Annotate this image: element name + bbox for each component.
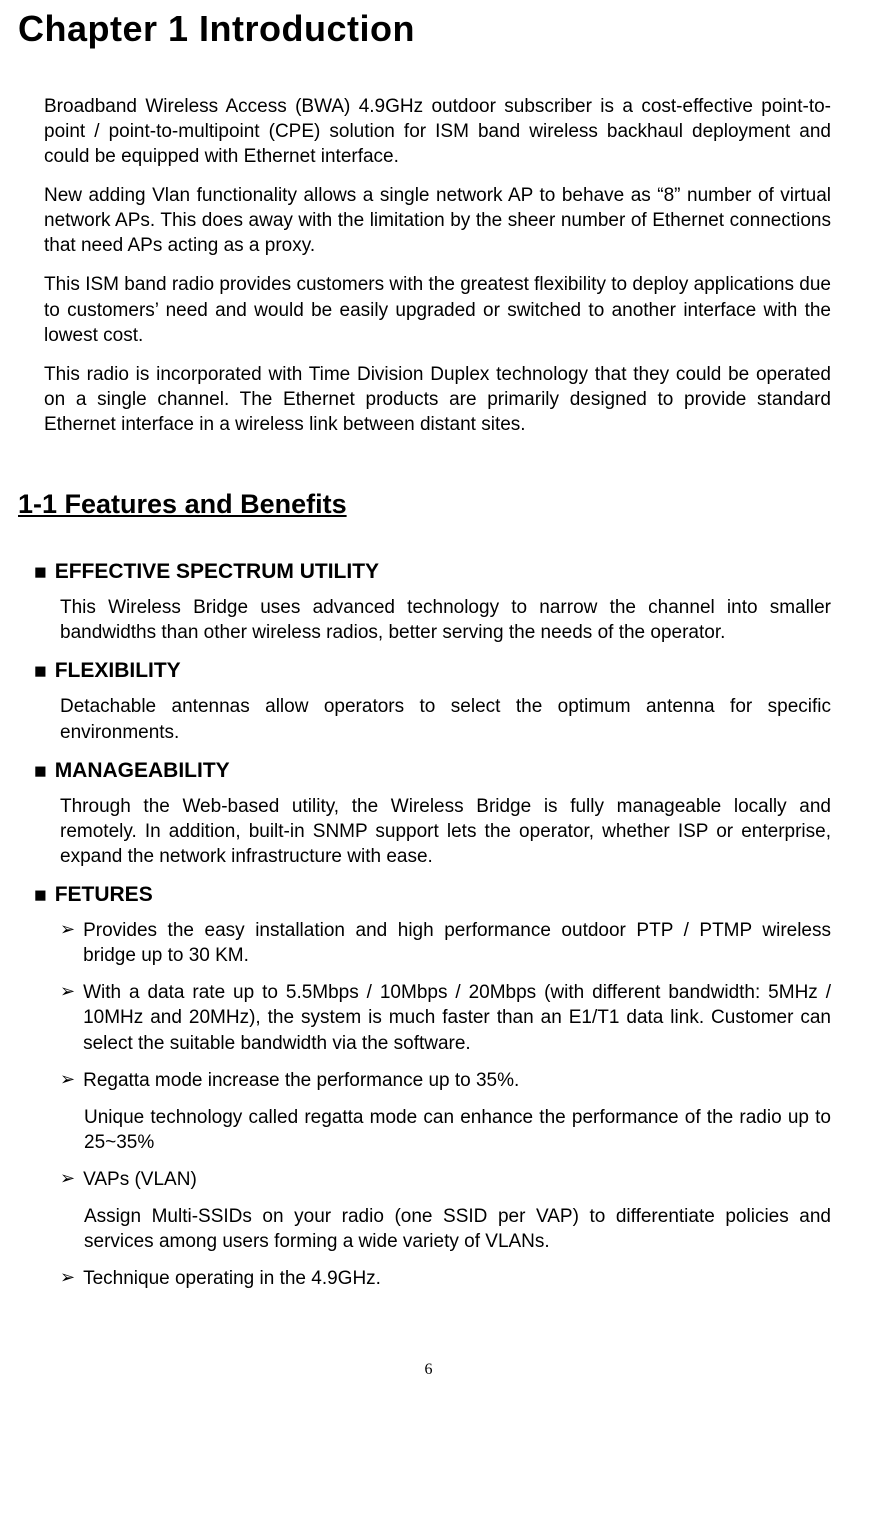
feature-title: EFFECTIVE SPECTRUM UTILITY <box>55 560 379 584</box>
feature-list-item: ➢ Technique operating in the 4.9GHz. <box>60 1266 831 1291</box>
page-number: 6 <box>18 1361 839 1379</box>
feature-heading: ■ MANAGEABILITY <box>34 759 839 784</box>
feature-title: FLEXIBILITY <box>55 659 181 683</box>
feature-list-subtext: Assign Multi-SSIDs on your radio (one SS… <box>84 1204 831 1254</box>
square-bullet-icon: ■ <box>34 759 47 784</box>
feature-list-item: ➢ VAPs (VLAN) <box>60 1167 831 1192</box>
square-bullet-icon: ■ <box>34 883 47 908</box>
section-header: 1-1 Features and Benefits <box>18 489 839 520</box>
square-bullet-icon: ■ <box>34 659 47 684</box>
feature-heading: ■ FLEXIBILITY <box>34 659 839 684</box>
arrow-bullet-icon: ➢ <box>60 980 75 1003</box>
feature-list-item: ➢ Regatta mode increase the performance … <box>60 1068 831 1093</box>
intro-paragraph: Broadband Wireless Access (BWA) 4.9GHz o… <box>44 94 831 169</box>
feature-list-subtext: Unique technology called regatta mode ca… <box>84 1105 831 1155</box>
feature-body: Detachable antennas allow operators to s… <box>60 694 831 744</box>
arrow-bullet-icon: ➢ <box>60 1068 75 1091</box>
chapter-title: Chapter 1 Introduction <box>18 8 839 50</box>
feature-title: MANAGEABILITY <box>55 759 230 783</box>
arrow-bullet-icon: ➢ <box>60 918 75 941</box>
feature-body: This Wireless Bridge uses advanced techn… <box>60 595 831 645</box>
intro-paragraph: This ISM band radio provides customers w… <box>44 272 831 347</box>
arrow-bullet-icon: ➢ <box>60 1167 75 1190</box>
feature-list-text: With a data rate up to 5.5Mbps / 10Mbps … <box>83 980 831 1055</box>
feature-body: Through the Web-based utility, the Wirel… <box>60 794 831 869</box>
intro-paragraph: New adding Vlan functionality allows a s… <box>44 183 831 258</box>
feature-list-text: Technique operating in the 4.9GHz. <box>83 1266 831 1291</box>
feature-list-item: ➢ Provides the easy installation and hig… <box>60 918 831 968</box>
feature-title: FETURES <box>55 883 153 907</box>
feature-list-text: Regatta mode increase the performance up… <box>83 1068 831 1093</box>
feature-list-text: Provides the easy installation and high … <box>83 918 831 968</box>
feature-heading: ■ FETURES <box>34 883 839 908</box>
square-bullet-icon: ■ <box>34 560 47 585</box>
feature-list-text: VAPs (VLAN) <box>83 1167 831 1192</box>
arrow-bullet-icon: ➢ <box>60 1266 75 1289</box>
feature-list-item: ➢ With a data rate up to 5.5Mbps / 10Mbp… <box>60 980 831 1055</box>
intro-paragraph: This radio is incorporated with Time Div… <box>44 362 831 437</box>
feature-heading: ■ EFFECTIVE SPECTRUM UTILITY <box>34 560 839 585</box>
